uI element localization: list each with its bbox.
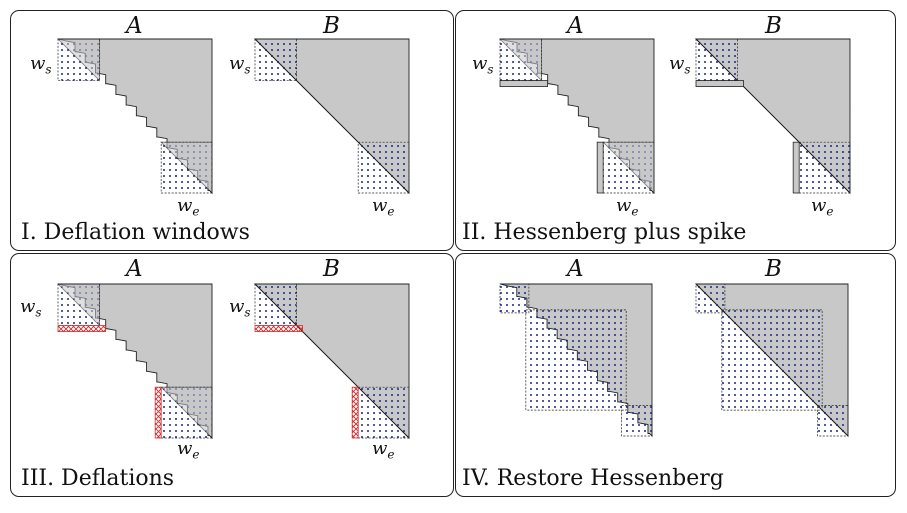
panel-2-figures: [498, 38, 851, 195]
diagonal-line: [254, 283, 410, 439]
column-spike: [154, 386, 162, 439]
panel-4-shapes: [499, 283, 849, 438]
matrix-b-label: B: [765, 13, 782, 39]
panel-deflation-windows: A B ws ws we we I. Deflation windows: [10, 10, 454, 251]
column-spike: [792, 141, 800, 194]
column-spike: [351, 386, 359, 439]
ws-label-b: ws: [669, 53, 691, 77]
bottom-window-upper: [602, 141, 655, 195]
panel-restore-hessenberg: A B IV. Restore Hessenberg: [455, 253, 896, 497]
panel-caption: II. Hessenberg plus spike: [462, 220, 747, 245]
row-spike: [57, 325, 106, 332]
we-label-a: we: [177, 195, 200, 219]
column-spike: [596, 141, 604, 194]
panel-hessenberg-plus-spike: A B ws ws we we II. Hessenberg plus spik…: [455, 10, 896, 251]
panel-deflations: A B ws ws we we III. Deflations: [10, 253, 454, 497]
panel-caption: I. Deflation windows: [21, 220, 250, 245]
we-label-b: we: [372, 195, 395, 219]
we-label-b: we: [372, 438, 395, 462]
matrix-a-label: A: [567, 13, 584, 39]
middle-window: [525, 309, 627, 411]
bottom-window-upper: [160, 141, 213, 195]
panel-1-shapes: [56, 38, 410, 195]
bottom-window: [621, 405, 653, 437]
ws-label-b: ws: [229, 53, 251, 77]
panel-3-figures: [56, 283, 410, 440]
row-spike: [254, 325, 303, 332]
top-window-upper: [498, 38, 543, 82]
matrix-b-label: B: [323, 256, 340, 282]
ws-label-a: ws: [472, 53, 494, 77]
matrix-a-label: A: [567, 256, 584, 282]
diagonal-line: [695, 283, 849, 437]
panel-caption: IV. Restore Hessenberg: [462, 466, 724, 491]
panel-4-figures: [499, 283, 849, 438]
panel-caption: III. Deflations: [21, 466, 175, 491]
bottom-window-upper: [160, 386, 213, 440]
we-label-a: we: [616, 195, 639, 219]
we-label-b: we: [811, 195, 834, 219]
top-window-upper: [56, 38, 101, 82]
ws-label-a: ws: [30, 53, 52, 77]
matrix-a-label: A: [126, 13, 143, 39]
row-spike: [499, 80, 548, 87]
panel-1-figures: [56, 38, 410, 195]
top-window-upper: [56, 283, 101, 327]
panel-2-shapes: [498, 38, 851, 195]
matrix-b-label: B: [765, 256, 782, 282]
matrix-b-label: B: [323, 13, 340, 39]
diagonal-line: [254, 38, 410, 194]
ws-label-a: ws: [20, 296, 42, 320]
matrix-a-label: A: [126, 256, 143, 282]
ws-label-b: ws: [229, 296, 251, 320]
top-window: [499, 283, 530, 314]
panel-3-shapes: [56, 283, 410, 440]
diagonal-line: [695, 38, 851, 194]
row-spike: [695, 80, 744, 87]
we-label-a: we: [177, 438, 200, 462]
